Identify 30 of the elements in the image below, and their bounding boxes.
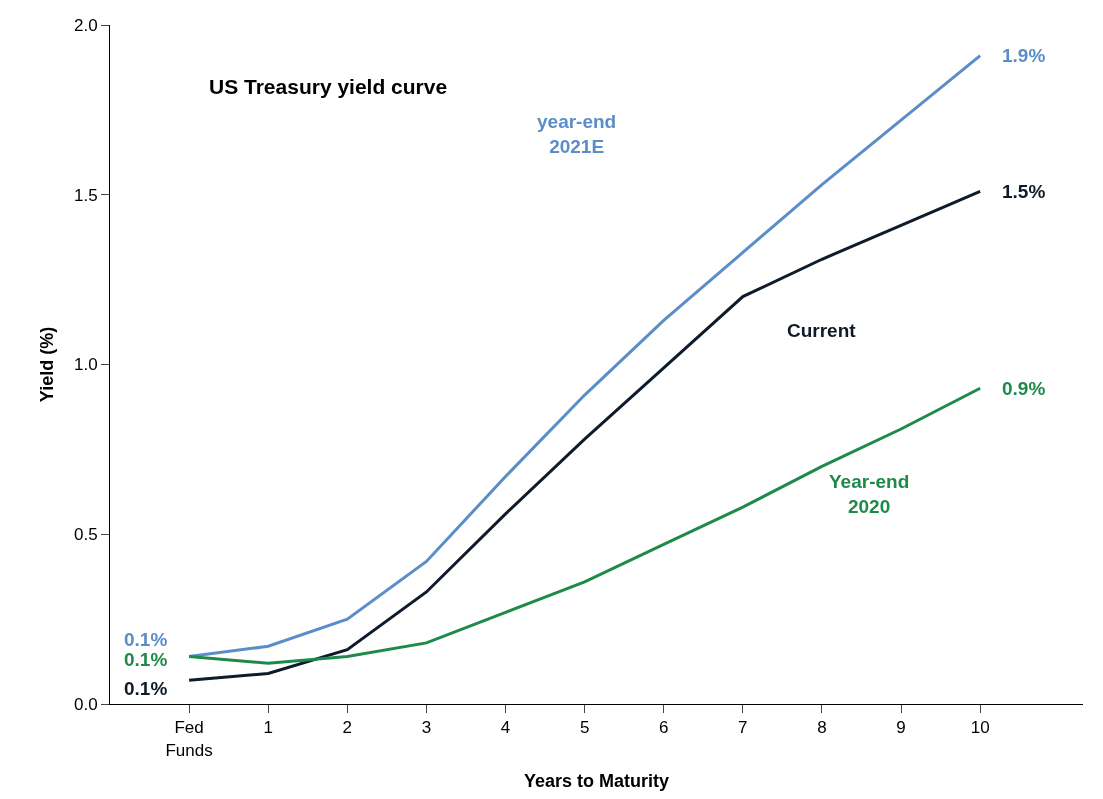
x-tick-label: 8 bbox=[817, 718, 827, 738]
line-series bbox=[187, 189, 982, 682]
y-tick-label: 0.0 bbox=[73, 694, 98, 714]
x-tick-label: 10 bbox=[970, 718, 990, 738]
data-label: 0.1% bbox=[124, 629, 168, 650]
x-axis-title: Years to Maturity bbox=[523, 770, 670, 791]
x-tick-label: Fed Funds bbox=[165, 718, 213, 760]
x-tick-label: 4 bbox=[500, 718, 511, 738]
data-label: 1.5% bbox=[1002, 181, 1046, 202]
x-tick-label: 7 bbox=[738, 718, 748, 738]
y-tick-label: 2.0 bbox=[73, 15, 98, 35]
x-tick-label: 6 bbox=[659, 718, 669, 738]
x-tick-label: 9 bbox=[896, 718, 906, 738]
text: Current bbox=[787, 320, 857, 341]
x-tick-label: 2 bbox=[342, 718, 353, 738]
text: year-end 2021E bbox=[537, 111, 617, 157]
series-label: Year-end 2020 bbox=[829, 471, 910, 517]
data-label: 0.1% bbox=[124, 678, 168, 699]
line-series bbox=[187, 386, 982, 665]
data-label: 0.1% bbox=[124, 649, 168, 670]
x-tick-label: 1 bbox=[263, 718, 273, 738]
y-axis-title: Yield (%) bbox=[37, 326, 58, 403]
x-tick-label: 3 bbox=[421, 718, 432, 738]
y-tick-label: 0.5 bbox=[73, 525, 98, 545]
text: US Treasury yield curve bbox=[209, 75, 448, 98]
y-tick-label: 1.5 bbox=[73, 185, 98, 205]
data-label: 0.9% bbox=[1002, 378, 1046, 399]
y-tick-label: 1.0 bbox=[73, 355, 98, 375]
x-tick-label: 5 bbox=[579, 718, 590, 738]
data-label: 1.9% bbox=[1002, 45, 1046, 66]
